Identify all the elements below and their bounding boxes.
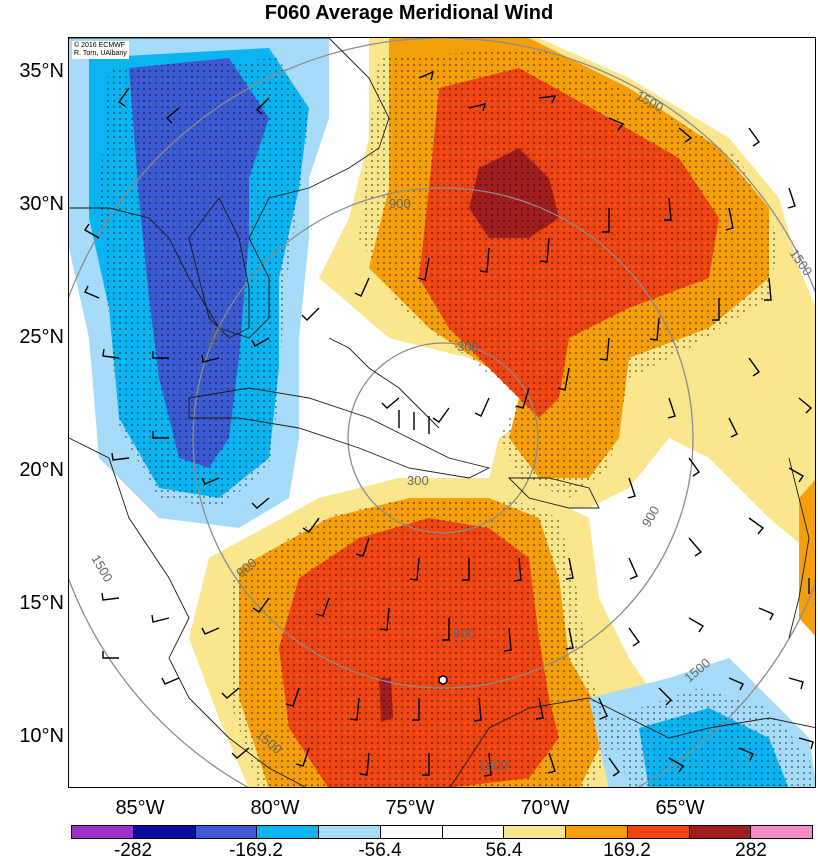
south-america-outline <box>449 697 815 787</box>
colorbar-swatch <box>442 826 505 838</box>
colorbar-swatch <box>566 826 628 838</box>
lon-label-80w: 80°W <box>250 797 300 819</box>
colorbar-swatch <box>257 826 319 838</box>
stipple-region-north <box>359 48 779 498</box>
colorbar-swatch <box>380 826 443 838</box>
central-america-outline <box>69 437 307 787</box>
stipple-region-southeast <box>609 688 815 787</box>
cuba-outline <box>188 387 491 479</box>
copyright-line: © 2016 ECMWF <box>74 42 126 49</box>
colorbar-swatch <box>504 826 566 838</box>
colorbar-swatch <box>751 826 812 838</box>
coastlines <box>69 38 815 787</box>
distance-rings <box>69 38 815 787</box>
colorbar-label-neg-56: -56.4 <box>358 840 402 861</box>
colorbar-label-169: 169.2 <box>603 840 651 861</box>
copyright-notice: © 2016 ECMWF R. Torn, UAlbany <box>72 41 129 59</box>
us-southeast-coast <box>69 38 390 339</box>
lat-label-35n: 35°N <box>19 60 64 82</box>
colorbar-swatch <box>195 826 258 838</box>
colorbar-swatch <box>627 826 690 838</box>
florida-outline <box>188 197 250 339</box>
map-panel: 300 300 900 900 900 900 900 1500 1500 15… <box>68 37 816 788</box>
colorbar-swatch <box>689 826 752 838</box>
colorbar-swatch <box>72 826 134 838</box>
colorbar-label-282: 282 <box>735 840 767 861</box>
lesser-antilles-outline <box>788 457 810 639</box>
storm-center-marker <box>438 675 448 685</box>
colorbar <box>71 825 813 839</box>
stipple-region-south <box>229 498 619 787</box>
lon-label-70w: 70°W <box>520 797 570 819</box>
stipple-region-west <box>99 58 309 508</box>
lat-label-15n: 15°N <box>19 592 64 614</box>
lon-label-65w: 65°W <box>655 797 705 819</box>
distance-ring-inner <box>347 342 539 534</box>
positive-region-east-edge <box>799 480 815 636</box>
map-title: F060 Average Meridional Wind <box>264 2 554 24</box>
lat-label-25n: 25°N <box>19 326 64 348</box>
lat-label-20n: 20°N <box>19 459 64 481</box>
colorbar-label-neg-282: -282 <box>113 840 153 861</box>
distance-ring-middle <box>192 187 694 689</box>
lon-label-85w: 85°W <box>115 797 165 819</box>
lat-label-30n: 30°N <box>19 193 64 215</box>
colorbar-label-neg-169: -169.2 <box>229 840 283 861</box>
lon-label-75w: 75°W <box>385 797 435 819</box>
colorbar-label-56: 56.4 <box>485 840 523 861</box>
attribution-line: R. Torn, UAlbany <box>74 50 127 57</box>
wind-barbs <box>84 70 814 777</box>
hispaniola-outline <box>507 477 600 509</box>
colorbar-swatch <box>133 826 196 838</box>
colorbar-swatch <box>319 826 381 838</box>
bahamas-outline <box>328 337 440 429</box>
lat-label-10n: 10°N <box>19 725 64 747</box>
map-canvas <box>69 38 815 787</box>
